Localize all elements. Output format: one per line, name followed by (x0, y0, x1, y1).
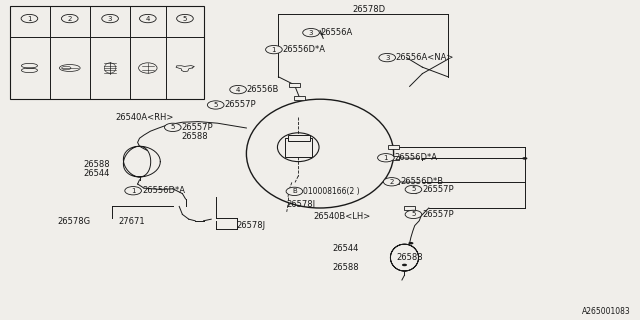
Bar (388, 180, 399, 184)
Circle shape (408, 242, 413, 244)
Circle shape (405, 210, 422, 219)
Text: 3: 3 (108, 16, 113, 21)
Text: 5: 5 (171, 124, 175, 130)
Text: 4: 4 (236, 87, 240, 92)
Text: 5: 5 (412, 212, 415, 217)
Text: 26557P: 26557P (422, 210, 454, 219)
Circle shape (207, 101, 224, 109)
Text: 26556D*A: 26556D*A (142, 186, 185, 195)
Bar (388, 156, 399, 160)
Text: 010008166(2 ): 010008166(2 ) (303, 187, 359, 196)
Text: 26556D*B: 26556D*B (401, 177, 444, 186)
Text: B: B (292, 188, 297, 194)
Bar (10, 6, 204, 99)
Bar (289, 83, 300, 87)
Text: 26540B<LH>: 26540B<LH> (314, 212, 371, 221)
Circle shape (402, 264, 407, 266)
Text: 26578D: 26578D (353, 5, 386, 14)
Text: 27671: 27671 (118, 217, 145, 226)
Text: 1: 1 (27, 16, 32, 21)
Text: 26556A: 26556A (320, 28, 352, 37)
Text: 3: 3 (385, 55, 390, 60)
Text: 26578G: 26578G (58, 217, 91, 226)
Text: 1: 1 (383, 155, 388, 161)
Text: 26556D*A: 26556D*A (395, 153, 438, 162)
Text: 5: 5 (214, 102, 218, 108)
Circle shape (177, 14, 193, 23)
Text: 2: 2 (390, 179, 394, 185)
Circle shape (230, 85, 246, 94)
Circle shape (522, 157, 527, 160)
Text: 26544: 26544 (83, 169, 109, 178)
Circle shape (61, 14, 78, 23)
Bar (388, 145, 399, 149)
Text: 26578J: 26578J (237, 221, 266, 230)
Text: 26556A<NA>: 26556A<NA> (396, 53, 454, 62)
Bar (294, 96, 305, 100)
Text: A265001083: A265001083 (582, 307, 630, 316)
Circle shape (140, 14, 156, 23)
Circle shape (21, 14, 38, 23)
Text: 5: 5 (412, 187, 415, 192)
Bar (404, 206, 415, 210)
Text: 26588: 26588 (182, 132, 209, 141)
Text: 26588: 26588 (333, 263, 360, 272)
Text: 1: 1 (131, 188, 136, 194)
Circle shape (405, 185, 422, 194)
Text: 1: 1 (271, 47, 276, 52)
Text: 26556D*A: 26556D*A (283, 45, 326, 54)
Circle shape (266, 45, 282, 54)
Text: 26540A<RH>: 26540A<RH> (115, 113, 173, 122)
Circle shape (378, 154, 394, 162)
Text: 26557P: 26557P (182, 123, 213, 132)
Circle shape (125, 187, 141, 195)
Text: 26578I: 26578I (287, 200, 316, 209)
Text: 26588: 26588 (83, 160, 110, 169)
Text: 26557P: 26557P (422, 185, 454, 194)
Text: 26556B: 26556B (246, 85, 279, 94)
Text: 2: 2 (68, 16, 72, 21)
Text: 5: 5 (183, 16, 187, 21)
Bar (288, 135, 310, 141)
Bar (285, 138, 312, 157)
Text: 3: 3 (308, 30, 314, 36)
Circle shape (286, 187, 303, 196)
Text: 26557P: 26557P (224, 100, 255, 109)
Text: 26588: 26588 (397, 253, 424, 262)
Circle shape (379, 53, 396, 62)
Text: 26544: 26544 (333, 244, 359, 253)
Text: 4: 4 (146, 16, 150, 21)
Circle shape (303, 28, 319, 37)
Circle shape (164, 123, 181, 132)
Circle shape (102, 14, 118, 23)
Circle shape (383, 178, 400, 186)
